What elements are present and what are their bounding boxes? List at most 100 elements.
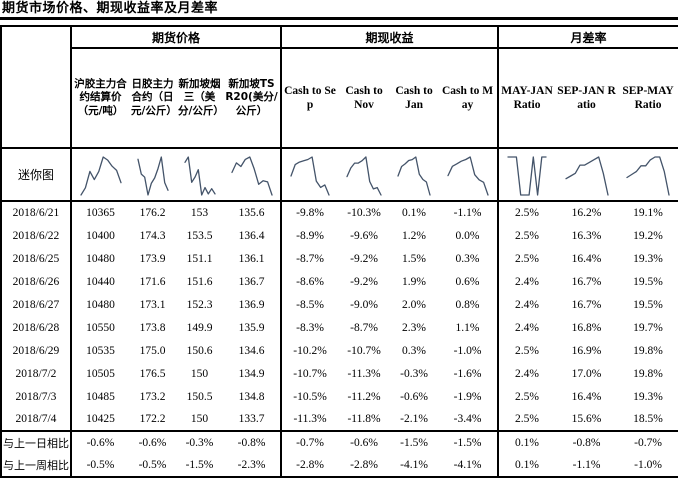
value-cell: 173.2 [139,390,166,403]
value-cell: -1.5% [438,430,499,454]
value-cell: -4.1% [400,459,428,471]
sparkline-row: 迷你图 [1,148,678,202]
sparkline-cell [555,148,619,202]
value-cell: 19.1% [633,207,663,219]
value-cell: -10.7% [347,344,381,357]
table-row: 2018/6/25 10480 173.9 151.1 136.1 -8.7% -9.2% 1… [1,247,678,270]
table-row: 2018/6/26 10440 171.6 151.6 136.7 -8.6% -9.2% 1… [1,270,678,293]
value-cell: -10.5% [280,385,339,408]
date-cell: 2018/6/28 [1,316,72,339]
value-cell: 18.5% [633,413,663,425]
value-cell: -8.6% [280,270,339,293]
sparkline-chart-shanghai-rubber [79,156,122,196]
value-cell: 16.9% [571,344,602,357]
value-cell: 134.8 [238,390,265,403]
value-cell: 134.6 [238,344,265,357]
value-cell: -1.9% [453,390,482,403]
value-cell: 19.3% [633,390,663,403]
value-cell: -8.3% [280,316,339,339]
value-cell: 19.2% [633,229,663,242]
sparkline-chart-singapore-rss3 [183,156,216,196]
value-cell: -9.6% [350,229,378,242]
sparkline-chart-sep-may-ratio [626,156,670,196]
value-cell: 0.1% [497,454,556,477]
value-cell: -2.1% [400,413,428,425]
value-cell: 16.2% [571,207,602,219]
value-cell: -9.2% [350,275,378,288]
table-row: 2018/6/22 10400 174.3 153.5 136.4 -8.9% -9.6% 1… [1,224,678,247]
value-cell: 10550 [70,316,129,339]
value-cell: 136.7 [238,275,265,288]
sparkline-cell [176,148,223,202]
value-cell: 10480 [70,247,129,270]
value-cell: -0.8% [555,430,619,454]
sparkline-cell [223,148,282,202]
col-header-shanghai-rubber: 沪胶主力合约结算价（元/吨） [71,48,129,149]
value-cell: 10480 [70,293,129,316]
value-cell: 10485 [70,385,129,408]
value-cell: 16.8% [571,321,602,334]
group-cash-yield: 期现收益 [280,26,499,49]
column-header-row: 沪胶主力合约结算价（元/吨） 日胶主力合约（日元/公斤） 新加坡烟三（美分/公斤… [1,48,678,149]
table-row: 2018/7/3 10485 173.2 150.5 134.8 -10.5% -11.2%… [1,385,678,408]
date-cell: 2018/6/26 [1,270,72,293]
sparkline-cell [129,148,176,202]
value-cell: -4.1% [453,459,482,471]
group-month-spread: 月差率 [497,26,678,49]
value-cell: 1.2% [402,229,426,242]
date-cell: 2018/6/25 [1,247,72,270]
value-cell: -9.0% [350,298,378,311]
value-cell: 2.5% [497,408,556,431]
value-cell: -0.7% [280,430,339,454]
value-cell: 151.6 [186,275,213,288]
value-cell: 171.6 [139,275,166,288]
value-cell: 10440 [70,270,129,293]
value-cell: -0.6% [400,390,428,403]
value-cell: 175.0 [139,344,166,357]
value-cell: 2.5% [497,247,556,270]
value-cell: 16.3% [571,229,602,242]
value-cell: -9.8% [280,201,339,224]
value-cell: 176.2 [139,207,166,219]
value-cell: -8.5% [280,293,339,316]
value-cell: 176.5 [139,367,166,380]
value-cell: 19.5% [633,275,663,288]
value-cell: 135.9 [238,321,265,334]
comparison-row-label: 与上一周相比 [1,454,72,477]
sparkline-row-label: 迷你图 [1,148,72,202]
value-cell: 1.9% [402,275,426,288]
value-cell: 150 [190,367,209,380]
value-cell: 16.4% [571,390,602,403]
value-cell: 0.3% [455,252,480,265]
value-cell: 16.7% [571,298,602,311]
value-cell: -8.9% [280,224,339,247]
value-cell: 17.0% [571,367,602,380]
value-cell: -2.3% [237,459,266,471]
value-cell: 19.7% [633,321,663,334]
value-cell: 150.5 [186,390,213,403]
table-footer: 与上一日相比 -0.6% -0.6% -0.3% -0.8% -0.7% -0.6% -1.5… [1,430,678,477]
value-cell: -10.2% [280,339,339,362]
table-row: 2018/6/29 10535 175.0 150.6 134.6 -10.2% -10.7… [1,339,678,362]
value-cell: 2.3% [402,321,426,334]
value-cell: -8.7% [280,247,339,270]
value-cell: -0.5% [138,459,167,471]
date-cell: 2018/6/27 [1,293,72,316]
value-cell: -3.4% [453,413,482,425]
value-cell: -10.7% [280,362,339,385]
value-cell: 10425 [70,408,129,431]
sparkline-chart-sep-jan-ratio [564,156,609,196]
table-row: 2018/6/27 10480 173.1 152.3 136.9 -8.5% -9.0% 2… [1,293,678,316]
col-header-cash-to-may: Cash to May [438,48,499,149]
value-cell: 2.4% [497,316,556,339]
group-header-row: 期货价格 期现收益 月差率 [1,26,678,149]
sparkline-chart-singapore-tsr20 [230,156,273,196]
value-cell: 19.5% [633,298,663,311]
table-row: 2018/6/28 10550 173.8 149.9 135.9 -8.3% -8.7% 2… [1,316,678,339]
col-header-singapore-rss3: 新加坡烟三（美分/公斤） [176,48,223,149]
value-cell: 19.3% [633,252,663,265]
value-cell: 0.3% [402,344,426,357]
col-header-sep-may-ratio: SEP-MAY Ratio [618,48,678,149]
value-cell: -2.8% [350,459,378,471]
sparkline-chart-cash-to-may [446,156,489,196]
